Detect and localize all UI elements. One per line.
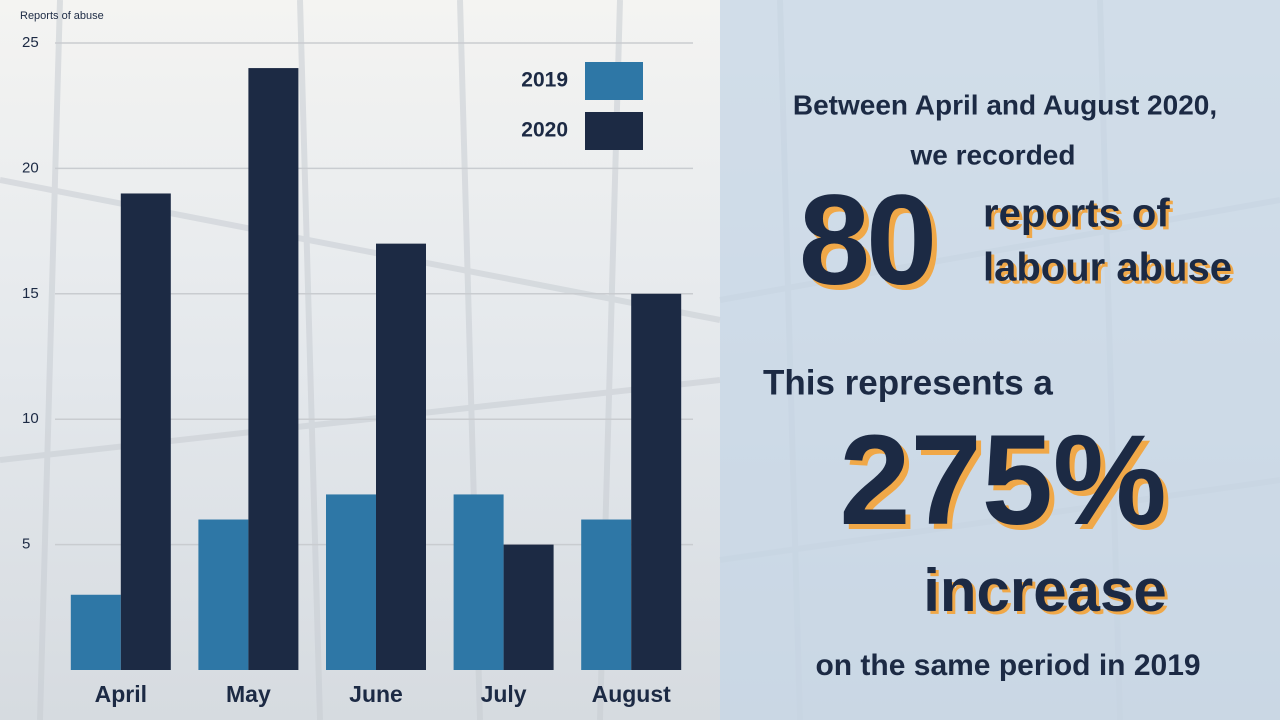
percent-figure: 275% [839, 409, 1166, 552]
y-tick-label: 20 [22, 159, 39, 176]
intro-line: we recorded [910, 139, 1076, 170]
legend-label: 2020 [521, 119, 568, 142]
y-tick-label: 10 [22, 410, 39, 427]
number-caption: reports of [983, 192, 1170, 236]
bar [503, 544, 554, 670]
bar [198, 519, 249, 670]
bar [453, 494, 504, 670]
big-number: 80 [799, 169, 933, 312]
bar [631, 293, 682, 670]
text-shadow: labour abuse [986, 249, 1235, 293]
x-tick-label: May [226, 681, 271, 707]
legend-swatch [585, 112, 643, 150]
text-shadow: increase [926, 560, 1170, 627]
comparison-text: on the same period in 2019 [815, 649, 1200, 682]
x-tick-label: April [95, 681, 147, 707]
bar [248, 68, 299, 670]
number-caption: labour abuse [983, 246, 1232, 290]
y-tick-label: 25 [22, 34, 39, 51]
x-tick-label: June [349, 681, 403, 707]
text-panel [720, 0, 1280, 720]
bar [581, 519, 632, 670]
bar [120, 193, 171, 671]
x-tick-label: August [592, 681, 672, 707]
y-axis-label: Reports of abuse [20, 10, 104, 22]
y-tick-label: 5 [22, 536, 30, 553]
text-shadow: 80 [804, 174, 938, 317]
legend-swatch [585, 62, 643, 100]
bar [326, 494, 376, 670]
legend-label: 2019 [521, 69, 568, 92]
represents-text: This represents a [763, 363, 1053, 402]
bar [70, 594, 121, 670]
text-shadow: reports of [986, 195, 1173, 239]
x-tick-label: July [481, 681, 527, 707]
y-tick-label: 15 [22, 285, 39, 302]
bar [376, 243, 426, 670]
text-shadow: 275% [844, 414, 1171, 557]
intro-line: Between April and August 2020, [793, 89, 1217, 120]
increase-text: increase [923, 557, 1167, 624]
